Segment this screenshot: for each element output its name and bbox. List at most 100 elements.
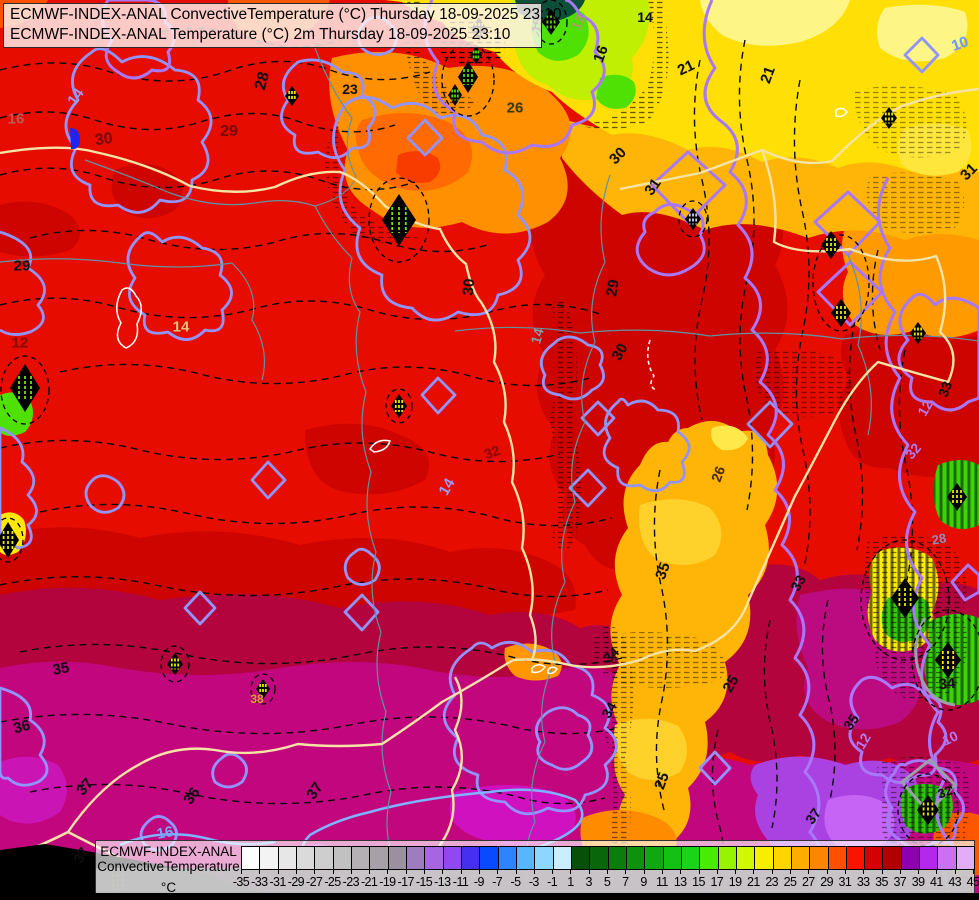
contours-purple [100, 0, 979, 900]
colorbar-tick-label: 39 [911, 875, 925, 889]
colorbar-tick-label: -9 [473, 875, 485, 889]
title-overlay: ECMWF-INDEX-ANAL ConvectiveTemperature (… [3, 3, 562, 48]
legend-gray-band [96, 868, 974, 894]
colorbar-tick-label: -31 [269, 875, 286, 889]
storm-cell-icon [685, 208, 701, 230]
colorbar-cell [736, 847, 756, 869]
colorbar-tickmark [698, 869, 700, 874]
colorbar-tickmark [808, 869, 810, 874]
colorbar-cell [846, 847, 866, 869]
colorbar-tickmark [918, 869, 920, 874]
storm-cell-ring [0, 355, 50, 425]
colorbar-tick-label: 13 [673, 875, 687, 889]
colorbar-cell [700, 847, 719, 869]
legend-text: ECMWF-INDEX-ANAL ConvectiveTemperature °… [96, 841, 241, 895]
white-outlines [116, 107, 848, 675]
colorbar-tickmark [478, 869, 480, 874]
colorbar-ticks: -35 -33 -31 -29 -27 -25 -23 -21 -19 -17 -15 -13 -11-… [233, 875, 979, 891]
colorbar-cell [333, 847, 352, 869]
colorbar-tick-label: -19 [379, 875, 396, 889]
colorbar-tickmark [350, 869, 352, 874]
colorbar-cell [608, 847, 627, 869]
colorbar-tickmark [552, 869, 554, 874]
legend-units: °C [160, 880, 177, 895]
colorbar-tick-label: -7 [492, 875, 503, 889]
legend-product: ECMWF-INDEX-ANAL [100, 844, 237, 859]
storm-cell-icon [448, 84, 462, 106]
colorbar-tick-label: -13 [434, 875, 451, 889]
colorbar-tick-label: -1 [547, 875, 558, 889]
colorbar-tick-label: 11 [656, 875, 668, 889]
colorbar-tickmark [405, 869, 407, 874]
colorbar-tick-label: 37 [893, 875, 907, 889]
colorbar-tickmark [277, 869, 279, 874]
colorbar-cell [883, 847, 902, 869]
colorbar-cell [443, 847, 462, 869]
colorbar-tick-label: 33 [856, 875, 870, 889]
colorbar-tickmark [881, 869, 883, 874]
colorbar-tickmark [570, 869, 572, 874]
colorbar-tickmark [771, 869, 773, 874]
colorbar-tick-label: 21 [747, 875, 760, 889]
colorbar-cell [956, 847, 975, 869]
colorbar-tick-label: 5 [603, 875, 611, 889]
colorbar-cell [296, 847, 316, 869]
storm-cell-ring [860, 539, 950, 661]
colorbar-cell [755, 847, 774, 869]
colorbar-tick-label: -23 [342, 875, 360, 889]
colorbar-tickmark [314, 869, 316, 874]
colorbar-cell [901, 847, 921, 869]
colorbar-cell [388, 847, 407, 869]
colorbar-tick-label: -33 [251, 875, 268, 889]
colorbar-cell [626, 847, 646, 869]
colorbar-tickmark [369, 869, 371, 874]
colorbar-cell [260, 847, 279, 869]
colorbar-tickmark [332, 869, 334, 874]
colorbar-tick-label: 45 [966, 875, 979, 889]
storm-cell-icon [470, 46, 482, 64]
colorbar [241, 846, 975, 870]
legend-parameter: ConvectiveTemperature [97, 859, 240, 874]
colorbar-tickmark [588, 869, 590, 874]
storm-cell-ring [897, 773, 959, 847]
colorbar-cell [645, 847, 664, 869]
storm-cell-icon [831, 299, 851, 327]
storm-cell-icon [391, 394, 407, 418]
storm-cell-ring [812, 234, 870, 332]
blue-marker-icon [70, 128, 80, 150]
colorbar-cell [681, 847, 701, 869]
colorbar-tickmark [826, 869, 828, 874]
colorbar-cell [406, 847, 426, 869]
colorbar-tickmark [735, 869, 737, 874]
colorbar-cell [278, 847, 297, 869]
colorbar-tick-label: 35 [875, 875, 888, 889]
colorbar-cell [718, 847, 737, 869]
storm-cell-icon [167, 653, 183, 675]
colorbar-tick-label: 29 [820, 875, 833, 889]
storm-cell-icon [0, 522, 19, 558]
colorbar-tickmark [424, 869, 425, 874]
title-line-2: ECMWF-INDEX-ANAL Temperature (°C) 2m Thu… [10, 26, 511, 43]
colorbar-tickmark [716, 869, 718, 874]
colorbar-tick-label: -29 [287, 875, 305, 889]
storm-cell-icon [891, 578, 919, 618]
colorbar-tickmark [661, 869, 663, 874]
contours-blue [0, 15, 940, 852]
colorbar-tickmark [460, 869, 462, 874]
colorbar-tickmark [607, 869, 608, 874]
colorbar-cell [425, 847, 444, 869]
colorbar-cell [828, 847, 847, 869]
colorbar-tick-label: 41 [930, 875, 943, 889]
colorbar-tick-label: 31 [838, 875, 852, 889]
colorbar-tickmark [259, 869, 261, 874]
colorbar-tickmark [936, 869, 938, 874]
colorbar-tick-label: 27 [801, 875, 815, 889]
colorbar-tickmark [753, 869, 755, 874]
title-line-1: ECMWF-INDEX-ANAL ConvectiveTemperature (… [10, 6, 562, 23]
colorbar-tickmark [625, 869, 627, 874]
colorbar-tick-label: -15 [415, 875, 433, 889]
colorbar-cell [810, 847, 829, 869]
colorbar-tick-label: 7 [622, 875, 629, 889]
